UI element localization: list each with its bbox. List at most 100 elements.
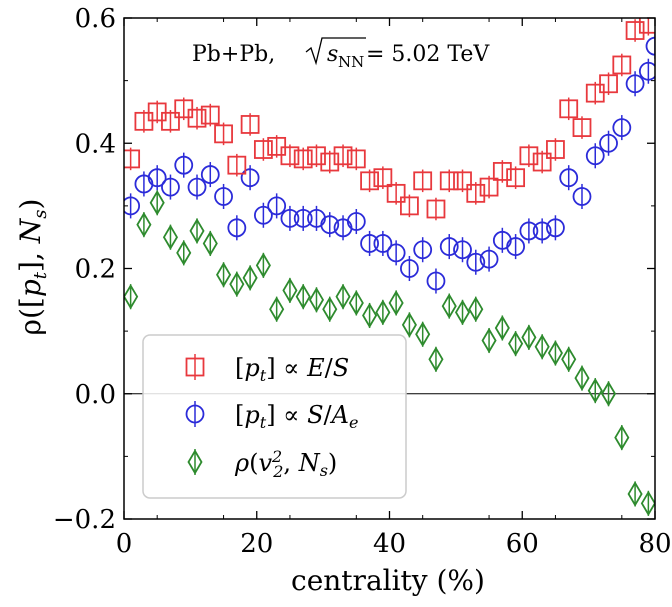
data-point-circle bbox=[519, 221, 539, 241]
legend-label-SAe: [pt] ∝ S/Ae bbox=[235, 401, 358, 432]
data-point-diamond bbox=[574, 365, 590, 391]
data-point-circle bbox=[386, 243, 406, 263]
data-point-square bbox=[124, 149, 141, 169]
data-point-diamond bbox=[614, 424, 630, 451]
y-tick-label: 0.0 bbox=[75, 380, 116, 410]
x-axis-title: centrality (%) bbox=[291, 564, 485, 597]
data-point-circle bbox=[373, 234, 393, 253]
data-point-diamond bbox=[202, 230, 218, 257]
data-point-diamond bbox=[494, 315, 510, 341]
x-tick-label: 0 bbox=[116, 529, 133, 559]
annotation-text: Pb+Pb, bbox=[192, 42, 275, 67]
y-tick-label: 0.2 bbox=[75, 255, 116, 285]
sqrt-symbol bbox=[305, 37, 366, 66]
data-point-square bbox=[519, 146, 539, 166]
data-point-circle bbox=[267, 196, 287, 216]
data-point-square bbox=[413, 171, 433, 191]
data-point-square bbox=[506, 168, 526, 188]
data-point-circle bbox=[400, 259, 419, 278]
data-point-square bbox=[386, 183, 406, 203]
series-circle bbox=[124, 33, 655, 294]
data-point-square bbox=[426, 199, 446, 219]
data-point-diamond bbox=[600, 380, 617, 407]
x-tick-label: 60 bbox=[506, 529, 539, 559]
data-point-diamond bbox=[295, 283, 311, 310]
data-point-diamond bbox=[269, 296, 285, 322]
data-point-diamond bbox=[136, 211, 152, 238]
x-tick-label: 40 bbox=[373, 529, 406, 559]
data-point-circle bbox=[439, 237, 459, 256]
data-point-circle bbox=[187, 177, 207, 197]
data-point-square bbox=[625, 21, 645, 40]
data-point-circle bbox=[466, 252, 486, 272]
data-point-square bbox=[599, 74, 618, 94]
data-point-diamond bbox=[229, 271, 245, 297]
data-point-diamond bbox=[415, 321, 431, 348]
ticks-layer: 0 20 40 60 80 −0.2 0.0 0.2 0.4 0.6 bbox=[53, 4, 672, 559]
data-point-square bbox=[453, 171, 472, 191]
data-point-diamond bbox=[388, 290, 404, 316]
data-point-circle bbox=[346, 212, 366, 231]
y-tick-label: −0.2 bbox=[53, 505, 116, 535]
series-square bbox=[124, 18, 655, 221]
data-point-square bbox=[161, 111, 180, 131]
data-point-circle bbox=[638, 61, 655, 81]
data-point-circle bbox=[572, 187, 592, 206]
data-point-circle bbox=[200, 165, 220, 184]
legend-marker-diamond bbox=[187, 449, 203, 475]
data-point-diamond bbox=[242, 265, 258, 291]
data-point-diamond bbox=[508, 330, 524, 357]
data-marks-layer bbox=[124, 18, 655, 517]
data-point-diamond bbox=[481, 327, 497, 354]
data-point-square bbox=[439, 171, 459, 191]
data-point-square bbox=[532, 152, 552, 172]
data-point-diamond bbox=[348, 290, 364, 316]
data-point-diamond bbox=[521, 324, 537, 351]
data-point-diamond bbox=[587, 377, 603, 404]
data-point-diamond bbox=[428, 346, 444, 373]
data-point-square bbox=[612, 55, 632, 75]
y-tick-label: 0.6 bbox=[75, 4, 116, 34]
data-point-circle bbox=[124, 196, 141, 216]
data-point-diamond bbox=[362, 302, 378, 329]
data-point-diamond bbox=[335, 283, 351, 310]
data-point-diamond bbox=[401, 312, 417, 338]
data-point-diamond bbox=[322, 296, 338, 322]
data-point-square bbox=[227, 155, 247, 175]
data-point-square bbox=[187, 108, 207, 128]
legend: [pt] ∝ E/S [pt] ∝ S/Ae ρ(v2 2, Ns) bbox=[142, 334, 407, 499]
series-diamond bbox=[124, 189, 655, 517]
data-point-square bbox=[572, 118, 592, 137]
data-point-circle bbox=[426, 271, 446, 291]
annotation-sqrt-arg: s bbox=[327, 42, 338, 67]
data-point-circle bbox=[147, 168, 167, 188]
y-axis-title-text: ρ([pt], Ns) bbox=[14, 199, 51, 336]
data-point-circle bbox=[320, 215, 340, 235]
legend-marker-circle bbox=[185, 404, 205, 424]
data-point-diamond bbox=[640, 490, 655, 517]
data-point-square bbox=[307, 146, 326, 166]
data-point-diamond bbox=[308, 287, 325, 313]
data-point-circle bbox=[293, 208, 313, 228]
data-point-diamond bbox=[441, 293, 457, 319]
data-point-square bbox=[400, 196, 419, 216]
data-point-circle bbox=[413, 240, 433, 260]
data-point-square bbox=[559, 99, 579, 119]
data-point-square bbox=[214, 124, 233, 144]
data-point-circle bbox=[625, 74, 645, 94]
data-point-square bbox=[638, 18, 655, 34]
data-point-circle bbox=[240, 168, 260, 188]
legend-label-ES: [pt] ∝ E/S bbox=[235, 354, 349, 385]
data-point-diamond bbox=[176, 240, 192, 266]
data-point-square bbox=[280, 146, 300, 166]
data-point-circle bbox=[253, 205, 273, 225]
data-point-circle bbox=[360, 234, 379, 253]
annotation: Pb+Pb, s NN = 5.02 TeV bbox=[192, 37, 490, 71]
data-point-square bbox=[466, 183, 486, 203]
data-point-square bbox=[320, 152, 340, 172]
data-point-diamond bbox=[124, 283, 139, 310]
data-point-square bbox=[240, 115, 260, 134]
data-point-square bbox=[546, 140, 565, 159]
data-point-diamond bbox=[216, 261, 232, 288]
